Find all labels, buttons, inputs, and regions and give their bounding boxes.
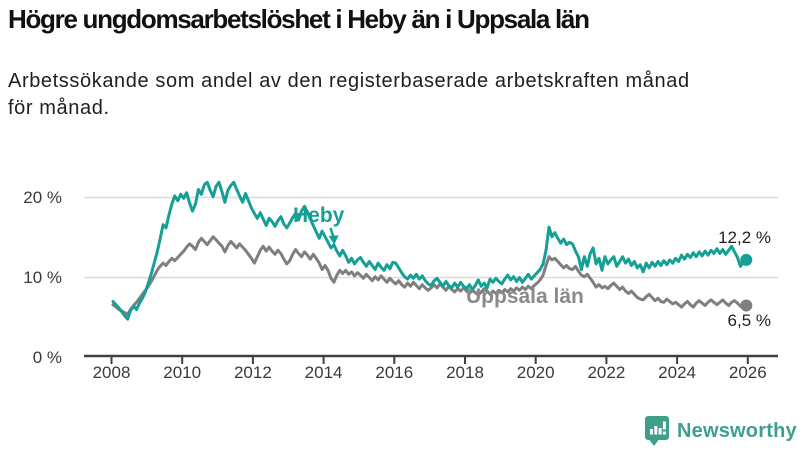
newsworthy-icon [645,416,669,446]
heby-end-dot [740,253,753,266]
chart-title: Högre ungdomsarbetslöshet i Heby än i Up… [8,4,590,34]
x-tick-label-2008: 2008 [92,363,131,382]
newsworthy-wordmark: Newsworthy [677,419,797,442]
chart-subtitle-line1: Arbetssökande som andel av den registerb… [8,70,690,92]
x-tick-label-2022: 2022 [587,363,626,382]
heby-line [111,180,748,321]
x-tick-label-2018: 2018 [446,363,484,382]
chart-series-layer [110,180,753,364]
x-tick-label-2024: 2024 [658,363,696,382]
newsworthy-logo[interactable]: Newsworthy [644,414,797,448]
x-tick-label-2020: 2020 [516,363,555,382]
x-tick-label-2016: 2016 [375,363,414,382]
y-tick-label-20: 20 % [23,188,62,207]
x-tick-label-2014: 2014 [304,363,343,382]
chart-subtitle: Arbetssökande som andel av den registerb… [8,68,792,122]
heby-end-value-label: 12,2 % [718,228,771,247]
uppsala-end-value-label: 6,5 % [727,311,771,330]
uppsala-lan-line [111,235,748,316]
y-tick-label-0: 0 % [32,348,62,367]
chart-subtitle-line2: för månad. [8,97,110,119]
x-tick-label-2012: 2012 [233,363,272,382]
series-label-heby: Heby [293,204,345,227]
uppsala-lan-end-dot [740,299,753,312]
series-label-uppsala-lan: Uppsala län [466,285,584,308]
x-tick-label-2010: 2010 [163,363,202,382]
y-tick-label-10: 10 % [23,268,62,287]
heby-annotation-arrow-icon [328,227,339,245]
x-tick-label-2026: 2026 [728,363,767,382]
